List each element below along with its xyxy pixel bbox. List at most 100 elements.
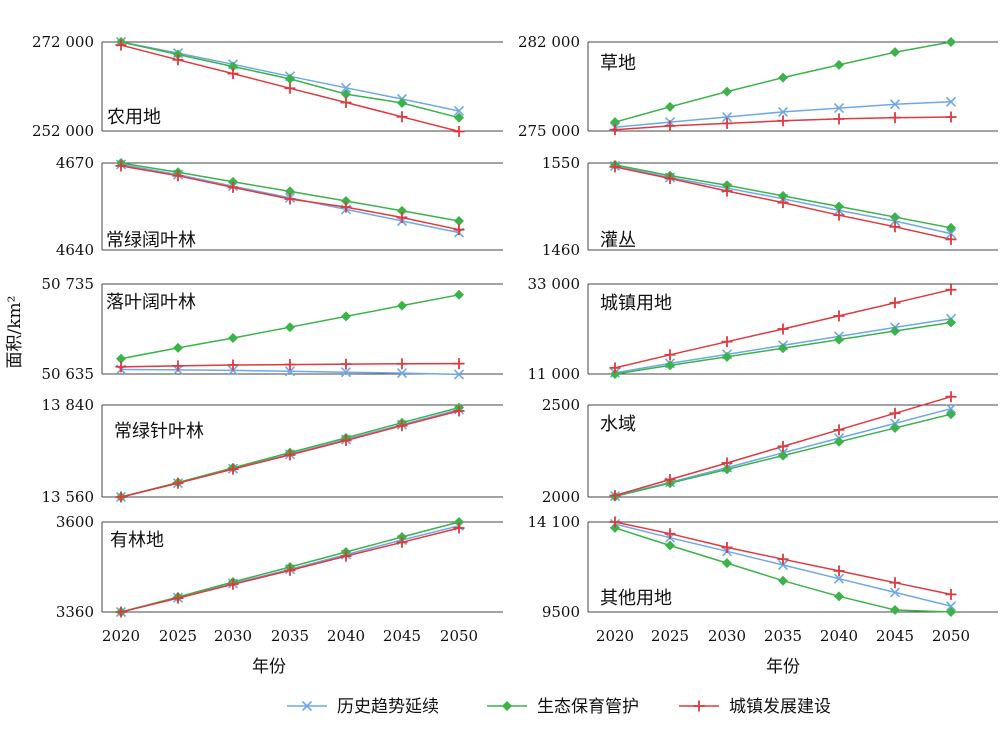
plus-marker [833, 310, 845, 322]
plus-marker [453, 125, 465, 137]
diamond-marker [228, 333, 238, 343]
diamond-marker [890, 423, 900, 433]
x-tick-label: 2025 [159, 627, 197, 645]
panel-8: 2500 2000 水域 [542, 391, 998, 506]
plus-marker [115, 606, 127, 618]
diamond-marker [834, 334, 844, 345]
x-marker-stroke [777, 106, 789, 117]
x-tick-label: 2030 [214, 627, 252, 645]
x-marker-stroke [945, 601, 957, 612]
plus-marker [172, 54, 184, 66]
plus-marker [172, 477, 184, 489]
plus-marker [721, 117, 733, 129]
x-marker-stroke [833, 573, 845, 584]
y-tick-label: 50 635 [42, 365, 95, 383]
plus-marker [340, 358, 352, 370]
diamond-marker [397, 300, 407, 311]
plus-marker [609, 161, 621, 173]
diamond-marker [778, 343, 788, 354]
x-axis-title: 年份 [766, 657, 800, 677]
diamond-marker [946, 222, 956, 233]
plus-marker [889, 577, 901, 589]
x-marker [777, 559, 789, 571]
diamond-marker [228, 176, 238, 187]
plus-marker [945, 588, 957, 600]
plus-marker [777, 553, 789, 565]
panel-2: 282 000 275 000 草地 [518, 33, 998, 140]
x-tick-label: 2035 [271, 627, 309, 645]
plus-marker [664, 349, 676, 361]
diamond-marker [397, 205, 407, 216]
plus-marker [227, 359, 239, 371]
plus-marker [340, 97, 352, 109]
panel-3: 4670 4640 常绿阔叶林 [56, 154, 503, 259]
plus-marker [396, 358, 408, 370]
y-tick-label: 2500 [542, 396, 580, 414]
plus-marker [721, 457, 733, 469]
x-marker [945, 601, 957, 612]
x-marker [945, 403, 957, 414]
diamond-marker [890, 605, 900, 616]
diamond-marker [834, 436, 844, 447]
x-marker [340, 82, 352, 93]
x-marker-stroke [284, 366, 296, 377]
plus-marker [664, 528, 676, 540]
x-tick-label: 2020 [596, 627, 634, 645]
plus-marker [284, 193, 296, 205]
panel-4: 1550 1460 灌丛 [542, 154, 998, 259]
diamond-marker [890, 212, 900, 223]
plus-marker [453, 358, 465, 370]
legend-item-history: 历史趋势延续 [287, 697, 439, 717]
diamond-marker [778, 450, 788, 461]
y-tick-label: 9500 [542, 603, 580, 621]
x-marker-stroke [833, 103, 845, 114]
diamond-marker [173, 342, 183, 353]
x-marker [453, 105, 465, 117]
plus-marker [777, 115, 789, 127]
plus-marker [664, 172, 676, 184]
plus-marker [833, 565, 845, 577]
x-tick-label: 2040 [327, 627, 365, 645]
plus-marker [609, 490, 621, 502]
diamond-marker [722, 180, 732, 191]
diamond-marker [834, 591, 844, 602]
x-marker [833, 573, 845, 584]
plus-marker [453, 522, 465, 534]
diamond-marker [341, 89, 351, 100]
x-marker [777, 106, 789, 117]
y-tick-label: 3360 [56, 603, 94, 621]
plus-marker [664, 474, 676, 486]
plus-marker [172, 360, 184, 372]
plus-marker [227, 463, 239, 475]
panel-title: 草地 [600, 53, 636, 74]
legend-item-urban: 城镇发展建设 [679, 697, 831, 717]
diamond-marker [454, 289, 464, 300]
panel-title: 其他用地 [600, 588, 672, 609]
diamond-marker [341, 195, 351, 206]
plus-marker [453, 224, 465, 236]
panel-title: 农用地 [107, 107, 161, 128]
x-tick-label: 2040 [820, 627, 858, 645]
plus-marker [227, 578, 239, 590]
diamond-marker [610, 369, 620, 379]
diamond-marker [834, 59, 844, 70]
x-marker [945, 96, 957, 107]
panel-7: 13 840 13 560 常绿针叶林 [42, 396, 503, 506]
plus-marker [453, 405, 465, 417]
plus-marker [664, 120, 676, 132]
plus-marker [396, 536, 408, 548]
plus-marker [945, 284, 957, 296]
x-marker-stroke [777, 559, 789, 571]
panel-title: 水域 [600, 414, 636, 435]
x-marker [889, 99, 901, 110]
plus-marker [889, 297, 901, 309]
y-axis-title: 面积/km² [5, 296, 25, 369]
diamond-marker [665, 101, 675, 112]
panel-title: 灌丛 [600, 230, 636, 251]
plus-marker [284, 82, 296, 94]
x-marker-stroke [945, 96, 957, 107]
panel-1: 272 000 252 000 农用地 [32, 33, 503, 140]
plus-marker [284, 449, 296, 461]
plus-marker [945, 233, 957, 245]
